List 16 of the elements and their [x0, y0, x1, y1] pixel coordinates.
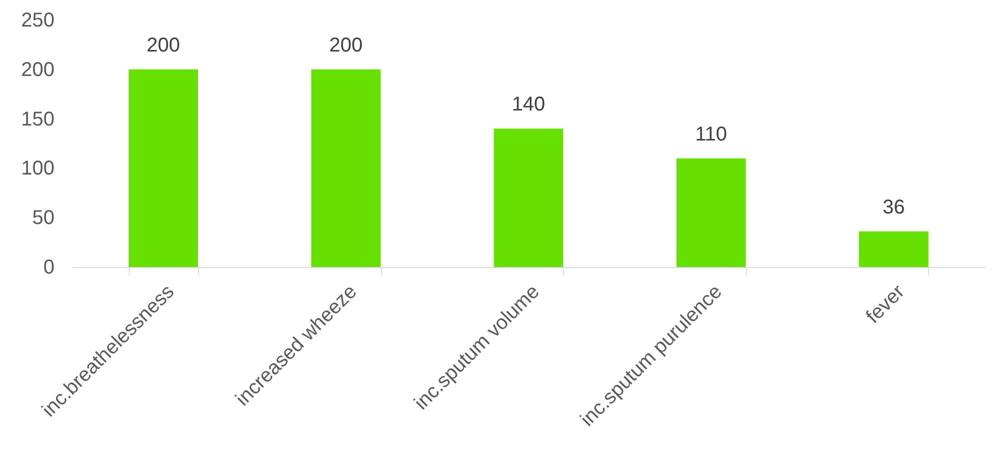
- data-label: 110: [695, 123, 728, 146]
- data-label: 200: [329, 34, 363, 56]
- bar: [676, 158, 746, 267]
- y-tick-label: 200: [21, 58, 54, 81]
- y-tick-label: 250: [21, 10, 54, 32]
- bar: [311, 69, 381, 267]
- y-tick-label: 150: [21, 108, 54, 130]
- y-tick-label: 0: [43, 256, 54, 278]
- data-label: 140: [512, 94, 546, 116]
- bar: [494, 128, 564, 267]
- data-label: 36: [882, 196, 905, 218]
- bar: [859, 231, 928, 267]
- y-tick-label: 50: [32, 207, 54, 230]
- data-label: 200: [146, 34, 180, 56]
- bar: [128, 69, 198, 267]
- y-tick-label: 100: [21, 158, 54, 180]
